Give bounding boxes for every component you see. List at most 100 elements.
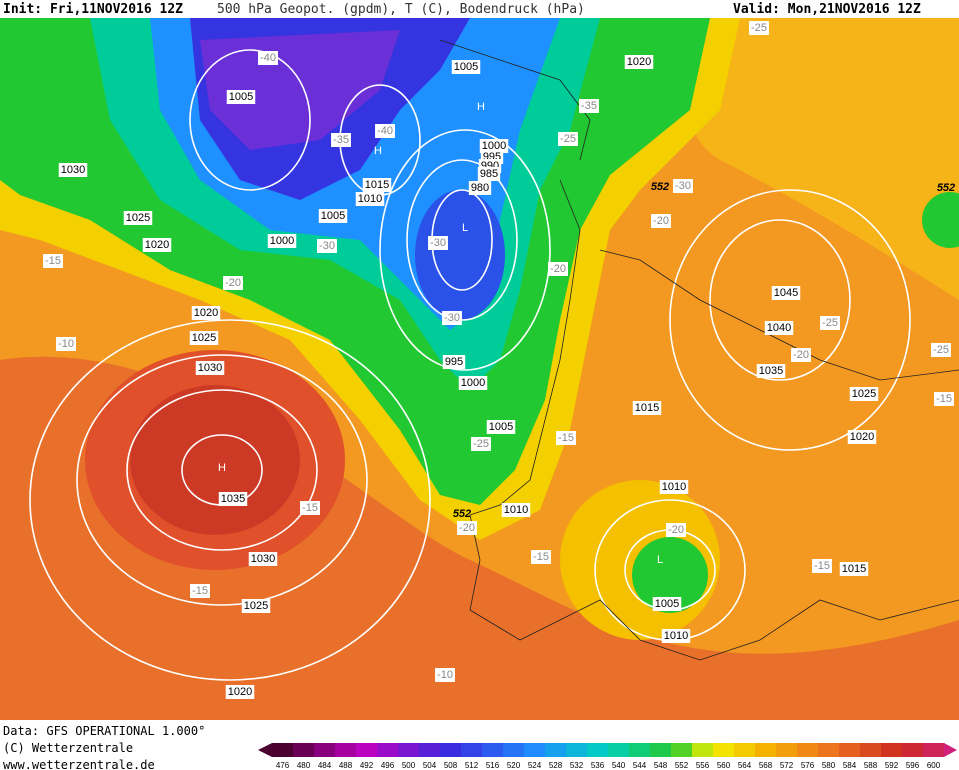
isobar-label-box [771,286,801,300]
isobar-label-box [58,163,88,177]
isobar-label-text: 1020 [627,56,651,68]
height-label: 552 [651,181,669,193]
temperature-label-box [457,521,477,535]
scale-swatch [524,743,546,757]
isobar-label-text: 980 [471,182,489,194]
temperature-label-text: -15 [192,585,208,597]
temperature-label: -15 [812,559,832,573]
data-source: Data: GFS OPERATIONAL 1.000° [3,724,205,738]
field-deep-blue [415,190,505,320]
temperature-label-box [258,51,278,65]
temperature-label-text: -30 [430,237,446,249]
temperature-label-box [56,337,76,351]
isobar-label-text: 1015 [635,402,659,414]
isobar-label-text: 1035 [759,365,783,377]
temperature-label: -25 [558,132,578,146]
scale-swatch [587,743,609,757]
isobar-label-text: 1000 [461,377,485,389]
temperature-label-text: -25 [822,317,838,329]
scale-label: 556 [696,761,710,770]
isobar-label: 1010 [501,503,531,517]
temperature-label-box [558,132,578,146]
isobar-label-box [477,167,501,181]
field-green-low [632,537,708,613]
temperature-label-box [749,21,769,35]
isobar-label-text: 1030 [198,362,222,374]
scale-label: 488 [339,761,353,770]
temperature-label: -20 [548,262,568,276]
isobar-label: 1040 [764,321,794,335]
isobar-label-box [652,597,682,611]
scale-label: 584 [843,761,857,770]
temperature-label-text: -10 [58,338,74,350]
temperature-label-box [223,276,243,290]
temperature-label-text: -15 [302,502,318,514]
isobar-label-box [189,331,219,345]
scale-swatch [713,743,735,757]
temperature-label-box [812,559,832,573]
isobar-label-box [318,209,348,223]
temperature-label: -40 [375,124,395,138]
isobar-label-box [458,376,488,390]
height-label: 552 [937,182,955,194]
field-light-orange [600,18,959,300]
pressure-center: L [462,222,468,234]
isobar-label: 1015 [839,562,869,576]
isobar-label-box [355,192,385,206]
isobar-label: 1005 [451,60,481,74]
scale-label: 540 [612,761,626,770]
temperature-label: -20 [791,348,811,362]
isobar-label: 1010 [355,192,385,206]
temperature-label: -15 [43,254,63,268]
pressure-center: H [374,145,382,157]
isobar-label-text: 1045 [774,287,798,299]
temperature-label-box [471,437,491,451]
scale-swatch [629,743,651,757]
scale-swatch [419,743,441,757]
temperature-label-box [435,668,455,682]
temperature-label: -15 [531,550,551,564]
scale-swatch [314,743,336,757]
height-label: 552 [453,508,471,520]
scale-swatch [650,743,672,757]
temperature-label-text: -20 [225,277,241,289]
scale-swatch [293,743,315,757]
isobar-label: 1010 [661,629,691,643]
scale-label: 504 [423,761,437,770]
scale-swatch [755,743,777,757]
scale-arrow-left [258,743,272,757]
scale-label: 536 [591,761,605,770]
scale-swatch [818,743,840,757]
isobar-label-text: 1010 [662,481,686,493]
scale-swatch [566,743,588,757]
scale-label: 592 [885,761,899,770]
temperature-label-box [43,254,63,268]
temperature-label-box [651,214,671,228]
color-scale: 476 480 484 488 492 496 500 504 508 512 516 520 524 5… [258,743,957,770]
isobar-label-text: 1025 [244,600,268,612]
isobar-label-text: 1025 [852,388,876,400]
scale-swatch [671,743,693,757]
isobar-label-box [624,55,654,69]
isobar-label-box [451,60,481,74]
scale-label: 560 [717,761,731,770]
isobar-label-box [632,401,662,415]
scale-label: 544 [633,761,647,770]
isobar-label-text: 995 [445,356,463,368]
scale-label: 508 [444,761,458,770]
isobar-label-text: 1020 [228,686,252,698]
temperature-label: -30 [428,236,448,250]
isobar-label-box [191,306,221,320]
temperature-label: -10 [435,668,455,682]
isobar-label: 1015 [362,178,392,192]
temperature-label-text: -20 [653,215,669,227]
temperature-label-text: -15 [814,560,830,572]
scale-label: 600 [927,761,941,770]
isobar-label-box [142,238,172,252]
temperature-label-box [791,348,811,362]
field-red-inner [130,385,300,535]
isobar-label-text: 1030 [251,553,275,565]
temperature-label: -25 [749,21,769,35]
isobar-label-box [849,387,879,401]
